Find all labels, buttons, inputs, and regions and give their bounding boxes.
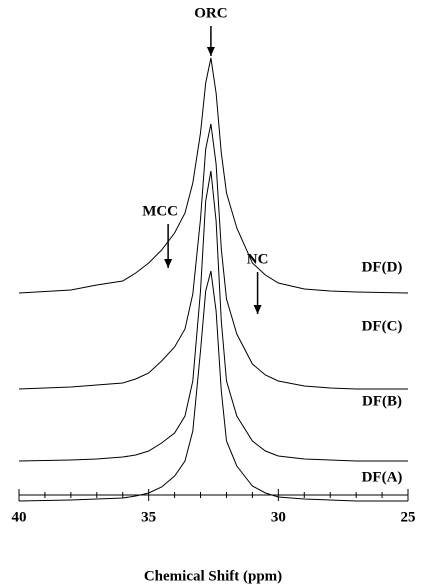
- series-label: DF(B): [362, 393, 402, 409]
- x-axis-label: Chemical Shift (ppm): [144, 568, 282, 584]
- series-label: DF(D): [362, 259, 403, 275]
- annotation-label: ORC: [194, 5, 227, 21]
- spectrum-trace: [18, 170, 408, 462]
- series-label: DF(A): [362, 469, 403, 485]
- spectrum-trace: [18, 123, 408, 390]
- annotation-label: MCC: [142, 203, 178, 219]
- x-tick-label: 25: [401, 509, 416, 525]
- x-tick-label: 40: [12, 509, 27, 525]
- spectrum-trace: [18, 57, 409, 294]
- annotation-arrowhead: [206, 47, 215, 56]
- series-label: DF(C): [362, 318, 403, 334]
- annotation-arrowhead: [164, 259, 173, 268]
- x-tick-label: 30: [271, 509, 286, 525]
- x-tick-label: 35: [141, 509, 156, 525]
- spectrum-trace: [18, 270, 408, 502]
- annotation-arrowhead: [253, 305, 262, 314]
- annotation-label: NC: [247, 251, 269, 267]
